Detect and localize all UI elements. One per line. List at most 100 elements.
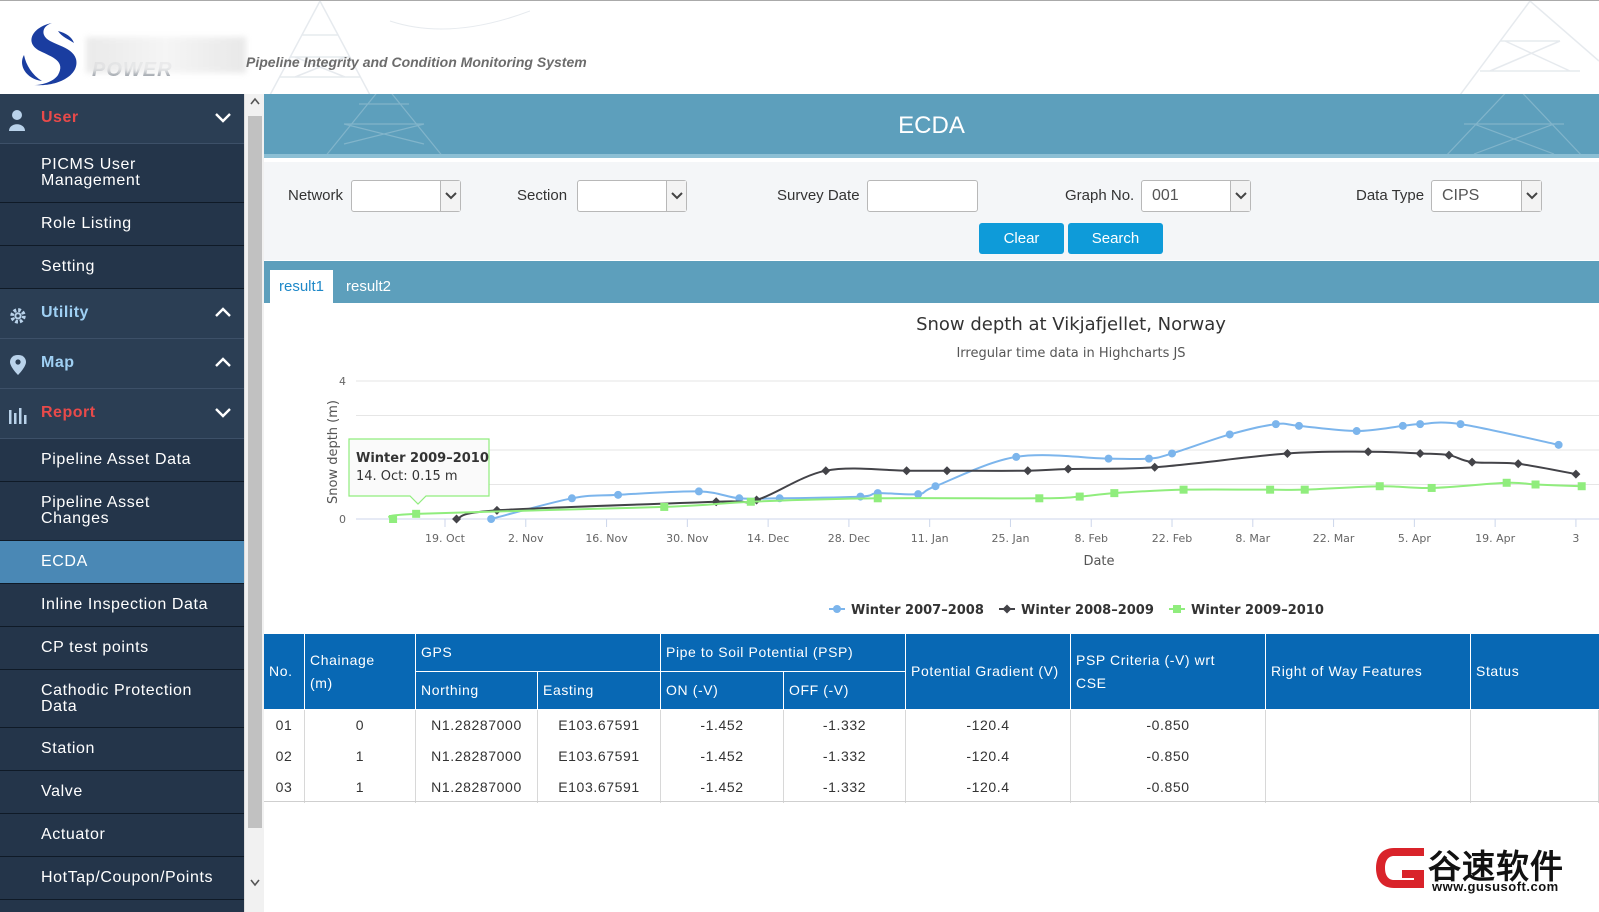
sidebar-group-report[interactable]: Report <box>0 389 244 439</box>
x-tick-label: 14. Dec <box>747 532 789 545</box>
graph-no-select[interactable]: 001 <box>1141 180 1251 212</box>
sidebar-item-ecda[interactable]: ECDA <box>0 541 244 584</box>
chevron-up-icon[interactable] <box>214 305 232 319</box>
ecda-data-table: No. Chainage (m) GPS Northing Easting Pi… <box>264 634 1599 804</box>
survey-date-input[interactable] <box>867 180 978 212</box>
y-axis-label: Snow depth (m) <box>326 400 341 504</box>
clear-button[interactable]: Clear <box>979 223 1064 254</box>
chevron-up-icon[interactable] <box>214 355 232 369</box>
data-point <box>1375 482 1384 491</box>
result-tabs: result1 result2 <box>264 261 1599 303</box>
sidebar-group-utility[interactable]: Utility <box>0 289 244 339</box>
table-bottom-border <box>264 801 1599 802</box>
data-point <box>931 482 940 491</box>
sidebar-item-pipeline-asset-data[interactable]: Pipeline Asset Data <box>0 439 244 482</box>
cell-criteria: -0.850 <box>1071 710 1266 741</box>
col-header-gps: GPS <box>416 634 661 672</box>
sidebar-item-cp-test-points[interactable]: CP test points <box>0 627 244 670</box>
chart-legend: Winter 2007–2008 Winter 2008–2009 Winter 2… <box>829 603 1324 618</box>
dropdown-arrow-icon[interactable] <box>440 181 460 211</box>
network-select[interactable] <box>351 180 461 212</box>
sidebar-item-pipeline-asset-changes[interactable]: Pipeline Asset Changes <box>0 482 244 541</box>
sidebar-item-actuator[interactable]: Actuator <box>0 814 244 857</box>
data-point <box>492 505 502 515</box>
sidebar-item-label: HotTap/Coupon/Points <box>41 869 214 886</box>
data-point <box>914 490 923 499</box>
chart-tooltip: Winter 2009–2010 14. Oct: 0.15 m <box>348 438 490 505</box>
page-title: ECDA <box>898 112 965 139</box>
data-point <box>1415 448 1425 458</box>
data-point <box>567 494 576 503</box>
col-header-chainage-text: Chainage (m) <box>310 651 375 691</box>
search-button[interactable]: Search <box>1068 223 1163 254</box>
data-point <box>942 466 952 476</box>
cell-northing: N1.28287000 <box>416 772 538 803</box>
sidebar-item-role-listing[interactable]: Role Listing <box>0 203 244 246</box>
dropdown-arrow-icon[interactable] <box>1521 181 1541 211</box>
scroll-up-arrow-icon[interactable] <box>245 94 265 112</box>
chevron-down-icon[interactable] <box>214 110 232 124</box>
tab-result2[interactable]: result2 <box>346 278 392 295</box>
sidebar-item-valve[interactable]: Valve <box>0 771 244 814</box>
cell-no: 01 <box>264 710 305 741</box>
sidebar-item-cathodic-protection-data[interactable]: Cathodic Protection Data <box>0 670 244 728</box>
data-point <box>1179 485 1188 494</box>
data-point <box>1110 489 1119 498</box>
sidebar-item-label: Cathodic Protection Data <box>41 681 193 715</box>
sidebar-group-map[interactable]: Map <box>0 339 244 389</box>
legend-label: Winter 2007–2008 <box>851 603 984 618</box>
survey-date-label: Survey Date <box>777 187 860 204</box>
gear-icon <box>10 308 26 324</box>
sidebar-item-picms-user-management[interactable]: PICMS User Management <box>0 144 244 203</box>
sidebar-item-inline-inspection-data[interactable]: Inline Inspection Data <box>0 584 244 627</box>
col-header-psp: Pipe to Soil Potential (PSP) <box>661 634 906 672</box>
x-tick-label: 19. Oct <box>425 532 466 545</box>
sidebar-group-label: Utility <box>41 304 89 321</box>
bar-chart-icon <box>9 408 27 424</box>
tab-result1[interactable]: result1 <box>270 270 334 303</box>
sidebar-item-hottap-coupon-points[interactable]: HotTap/Coupon/Points <box>0 857 244 900</box>
data-point <box>1363 447 1373 457</box>
chevron-down-icon[interactable] <box>214 405 232 419</box>
data-point <box>746 497 755 506</box>
sidebar-item-label: Pipeline Asset Data <box>41 451 192 468</box>
data-point <box>1144 454 1153 463</box>
data-point <box>1502 478 1511 487</box>
table-row[interactable]: 01 0 N1.28287000 E103.67591 -1.452 -1.332 -120… <box>264 710 1599 741</box>
legend-label: Winter 2009–2010 <box>1191 603 1324 618</box>
section-select[interactable] <box>577 180 687 212</box>
col-header-off: OFF (-V) <box>784 672 906 710</box>
dropdown-arrow-icon[interactable] <box>666 181 686 211</box>
network-label: Network <box>288 187 344 204</box>
sidebar-scrollbar[interactable] <box>244 94 264 912</box>
y-axis-ticks: 04 <box>339 375 346 526</box>
data-point <box>452 514 462 524</box>
table-row[interactable]: 03 1 N1.28287000 E103.67591 -1.452 -1.332 -120… <box>264 772 1599 803</box>
sidebar-item-label: Setting <box>41 258 96 275</box>
x-tick-label: 16. Nov <box>585 532 628 545</box>
data-point <box>1416 420 1425 429</box>
scroll-down-arrow-icon[interactable] <box>245 876 265 894</box>
cell-no: 03 <box>264 772 305 803</box>
chart-gridlines <box>356 380 1599 520</box>
x-tick-label: 8. Feb <box>1075 532 1108 545</box>
scrollbar-thumb[interactable] <box>248 116 262 828</box>
data-point <box>412 509 421 518</box>
data-point <box>1266 485 1275 494</box>
sidebar-item-station[interactable]: Station <box>0 728 244 771</box>
data-type-select[interactable]: CIPS <box>1431 180 1542 212</box>
sidebar-group-label: Report <box>41 404 96 421</box>
cell-features <box>1266 741 1471 772</box>
cell-gradient: -120.4 <box>906 741 1071 772</box>
sidebar-item-setting[interactable]: Setting <box>0 246 244 289</box>
cell-off: -1.332 <box>784 710 906 741</box>
table-row[interactable]: 02 1 N1.28287000 E103.67591 -1.452 -1.332 -120… <box>264 741 1599 772</box>
sidebar-item-label: Actuator <box>41 826 106 843</box>
map-pin-icon <box>10 355 26 375</box>
data-point <box>1444 450 1454 460</box>
sidebar-group-user[interactable]: User <box>0 94 244 144</box>
user-icon <box>9 110 25 131</box>
data-point <box>1300 485 1309 494</box>
data-point <box>1168 449 1177 458</box>
dropdown-arrow-icon[interactable] <box>1230 181 1250 211</box>
